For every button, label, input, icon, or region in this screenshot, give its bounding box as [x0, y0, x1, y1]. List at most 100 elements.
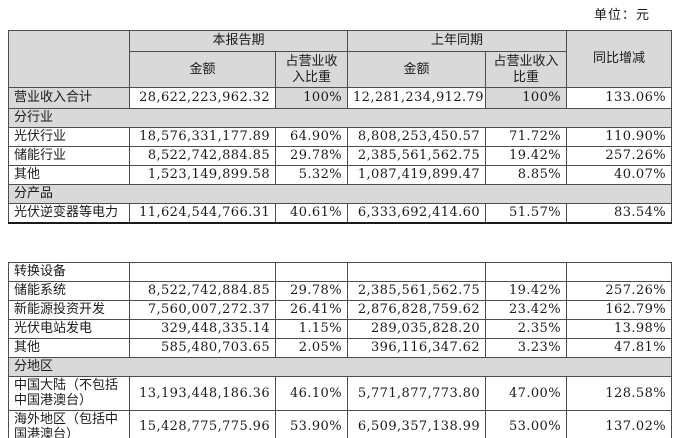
- yoy-change: [566, 262, 672, 282]
- prior-amount: 5,771,877,773.80: [347, 376, 486, 411]
- current-pct: 29.78%: [274, 146, 349, 166]
- yoy-change: 133.06%: [566, 87, 673, 109]
- current-pct: 1.15%: [275, 319, 348, 339]
- table-row: 海外地区（包括中国港澳台） 15,428,775,775.96 53.90% 6,50…: [8, 409, 672, 438]
- prior-pct: 71.72%: [485, 127, 568, 147]
- current-pct: 26.41%: [275, 300, 348, 320]
- current-period-header: 本报告期: [128, 30, 349, 52]
- current-amount: 7,560,007,272.37: [129, 300, 276, 320]
- prior-pct: 51.57%: [485, 203, 568, 223]
- current-pct: 2.05%: [275, 338, 348, 358]
- prior-pct: 23.42%: [485, 300, 567, 320]
- yoy-change: 257.26%: [566, 146, 673, 166]
- prior-pct-header: 占营业收入比重: [485, 51, 568, 88]
- row-label: 储能系统: [8, 281, 130, 301]
- yoy-change: 110.90%: [566, 127, 673, 147]
- row-label: 光伏电站发电: [8, 319, 130, 339]
- prior-pct: 19.42%: [485, 146, 568, 166]
- prior-amount: 2,876,828,759.62: [347, 300, 486, 320]
- prior-amount: 8,808,253,450.57: [347, 127, 487, 147]
- section-label: 分地区: [8, 357, 672, 377]
- row-label: 光伏行业: [8, 127, 130, 147]
- prior-amount: 12,281,234,912.79: [347, 87, 487, 109]
- yoy-change: 162.79%: [566, 300, 672, 320]
- row-label: 中国大陆（不包括中国港澳台）: [8, 376, 130, 411]
- section-row: 分地区: [8, 357, 672, 377]
- row-label: 新能源投资开发: [8, 300, 130, 320]
- prior-period-header: 上年同期: [347, 30, 568, 52]
- prior-pct: 8.85%: [485, 165, 568, 185]
- table-row: 营业收入合计 28,622,223,962.32 100% 12,281,234,91…: [8, 87, 673, 109]
- table-row: 光伏电站发电 329,448,335.14 1.15% 289,035,828.20 2…: [8, 319, 672, 339]
- yoy-change: 40.07%: [566, 165, 673, 185]
- current-amount: [129, 262, 276, 282]
- current-amount: 11,624,544,766.31: [129, 203, 276, 223]
- revenue-table-body-part2: 转换设备 储能系统 8,522,742,884.85 29.78% 2,385,561,…: [8, 262, 672, 438]
- table-row: 中国大陆（不包括中国港澳台） 13,193,448,186.36 46.10% 5,7…: [8, 376, 672, 411]
- revenue-table-part2: 转换设备 储能系统 8,522,742,884.85 29.78% 2,385,561,…: [8, 262, 672, 438]
- table-row: 储能行业 8,522,742,884.85 29.78% 2,385,561,562.…: [8, 146, 673, 166]
- row-label: 转换设备: [8, 262, 130, 282]
- prior-pct: 2.35%: [485, 319, 567, 339]
- yoy-change: 13.98%: [566, 319, 672, 339]
- current-pct: 64.90%: [274, 127, 349, 147]
- table-row: 光伏逆变器等电力 11,624,544,766.31 40.61% 6,333,692…: [8, 203, 673, 223]
- prior-amount: 2,385,561,562.75: [347, 281, 486, 301]
- row-label: 海外地区（包括中国港澳台）: [8, 409, 130, 438]
- yoy-change-header: 同比增减: [566, 30, 673, 88]
- current-amount: 8,522,742,884.85: [129, 146, 276, 166]
- section-row: 分产品: [7, 184, 673, 204]
- prior-amount: 2,385,561,562.75: [347, 146, 487, 166]
- section-row: 分行业: [7, 108, 673, 128]
- prior-pct: [485, 262, 567, 282]
- prior-pct: 100%: [485, 87, 568, 109]
- current-amount: 28,622,223,962.32: [129, 87, 276, 109]
- yoy-change: 128.58%: [566, 376, 672, 411]
- yoy-change: 83.54%: [566, 203, 673, 223]
- section-label: 分产品: [7, 184, 673, 204]
- table-row: 新能源投资开发 7,560,007,272.37 26.41% 2,876,828,7…: [8, 300, 672, 320]
- row-label: 储能行业: [8, 146, 130, 166]
- row-label-header-cell: [8, 30, 130, 88]
- row-label: 营业收入合计: [8, 87, 130, 109]
- current-amount: 18,576,331,177.89: [129, 127, 276, 147]
- current-pct: 5.32%: [274, 165, 349, 185]
- prior-amount: 1,087,419,899.47: [347, 165, 487, 185]
- current-amount: 329,448,335.14: [129, 319, 276, 339]
- current-pct: 100%: [274, 87, 349, 109]
- prior-amount: [347, 262, 486, 282]
- prior-pct: 53.00%: [485, 409, 567, 438]
- current-pct: [275, 262, 348, 282]
- revenue-table-body-part1: 营业收入合计 28,622,223,962.32 100% 12,281,234,91…: [7, 87, 673, 223]
- revenue-table-header: 本报告期 上年同期 同比增减 金额 占营业收入比重 金额 占营业收入比重: [8, 30, 673, 88]
- current-amount: 15,428,775,775.96: [129, 409, 276, 438]
- yoy-change: 47.81%: [566, 338, 672, 358]
- prior-amount-header: 金额: [347, 51, 487, 88]
- revenue-table-part1: 本报告期 上年同期 同比增减 金额 占营业收入比重 金额 占营业收入比重 营业收…: [7, 30, 673, 224]
- yoy-change: 137.02%: [566, 409, 672, 438]
- prior-pct: 47.00%: [485, 376, 567, 411]
- current-amount: 585,480,703.65: [129, 338, 276, 358]
- prior-amount: 6,333,692,414.60: [347, 203, 487, 223]
- row-label: 其他: [8, 165, 130, 185]
- current-pct: 46.10%: [275, 376, 348, 411]
- current-pct: 29.78%: [275, 281, 348, 301]
- table-row: 转换设备: [8, 262, 672, 282]
- section-label: 分行业: [7, 108, 673, 128]
- prior-pct: 3.23%: [485, 338, 567, 358]
- row-label: 光伏逆变器等电力: [8, 203, 130, 223]
- prior-amount: 289,035,828.20: [347, 319, 486, 339]
- prior-amount: 6,509,357,138.99: [347, 409, 486, 438]
- row-label: 其他: [8, 338, 130, 358]
- current-amount: 13,193,448,186.36: [129, 376, 276, 411]
- current-pct: 40.61%: [274, 203, 349, 223]
- prior-amount: 396,116,347.62: [347, 338, 486, 358]
- yoy-change: 257.26%: [566, 281, 672, 301]
- table-row: 其他 585,480,703.65 2.05% 396,116,347.62 3.23%…: [8, 338, 672, 358]
- table-row: 储能系统 8,522,742,884.85 29.78% 2,385,561,562.…: [8, 281, 672, 301]
- current-pct-header: 占营业收入比重: [274, 51, 349, 88]
- table-row: 光伏行业 18,576,331,177.89 64.90% 8,808,253,450…: [8, 127, 673, 147]
- current-amount-header: 金额: [129, 51, 276, 88]
- table-row: 其他 1,523,149,899.58 5.32% 1,087,419,899.47 8…: [8, 165, 673, 185]
